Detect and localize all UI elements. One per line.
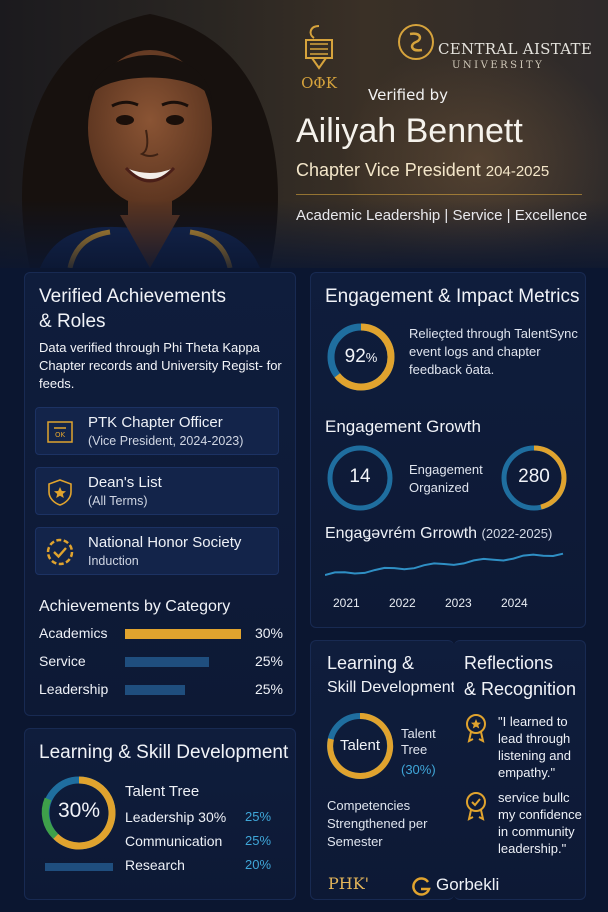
achievement-title: National Honor Society	[88, 534, 242, 551]
learning-ring	[41, 776, 116, 850]
category-bar	[125, 685, 186, 695]
achievement-item-ptk[interactable]: OK PTK Chapter Officer (Vice President, …	[35, 407, 279, 455]
skill-label: Leadership	[125, 809, 195, 825]
category-label: Academics	[39, 625, 108, 641]
hero-banner: OΦK CENTRAL AISTATE UNIVERSITY Verified …	[0, 0, 608, 268]
role-years: 204-2025	[485, 163, 550, 180]
events-ring	[327, 445, 393, 511]
university-name: CENTRAL AISTATE	[438, 40, 593, 58]
achievement-subtitle: (All Terms)	[88, 494, 148, 508]
achievement-title: PTK Chapter Officer	[88, 414, 223, 431]
skill-pct: 20%	[245, 857, 272, 872]
role-title: Chapter Vice President	[296, 160, 481, 180]
skill-pct: 25%	[245, 809, 272, 824]
participants-value: 280	[518, 466, 550, 487]
growth-series-line	[325, 552, 564, 576]
x-tick-label: 2022	[389, 596, 416, 610]
check-circle-icon	[46, 538, 74, 566]
growth-line-chart: 2021 2022 2023 2024	[325, 552, 564, 610]
achievement-subtitle: (Vice President, 2024-2023)	[88, 434, 244, 448]
ptk-logo-text: OΦK	[301, 74, 337, 92]
ptk-logo: OΦK	[296, 24, 342, 92]
participants-ring	[501, 445, 567, 511]
reflections-title2: & Recognition	[464, 679, 577, 699]
growth-chart-title: Engaǥǝvrém Grrowth	[325, 525, 478, 542]
category-bar	[125, 657, 209, 667]
footer-logo-ptk: PHK'	[328, 874, 370, 893]
talent-ring-label: Talent	[339, 737, 381, 754]
profile-role: Chapter Vice President 204-2025	[296, 160, 549, 181]
category-value-label: 25%	[254, 653, 283, 669]
talent-tree-title: Talent Tree	[125, 783, 200, 800]
learning-small-card: Learning & Skill Development Talent Tale…	[310, 640, 456, 900]
award-medal-icon	[466, 714, 486, 743]
university-subtitle: UNIVERSITY	[452, 60, 545, 71]
category-label: Leadership	[39, 681, 109, 697]
achievement-item-nhs[interactable]: National Honor Society Induction	[35, 527, 279, 575]
events-value: 14	[349, 466, 371, 487]
engagement-ring	[327, 323, 395, 391]
footer-g-icon	[412, 877, 431, 896]
hero-divider	[296, 194, 582, 195]
engagement-mid-label: Engagement Organized	[409, 462, 483, 495]
achievements-title-line2: & Roles	[39, 311, 106, 332]
ptk-crest-icon	[305, 25, 333, 70]
verified-by-label: Verified by	[368, 86, 449, 104]
engagement-card: Engagement & Impact Metrics 92% Relieçte…	[310, 272, 586, 628]
learning-small-title2: Skill Development	[327, 679, 456, 696]
category-label: Service	[39, 653, 86, 669]
achievement-item-deans-list[interactable]: Dean's List (All Terms)	[35, 467, 279, 515]
reflections-title1: Reflections	[464, 653, 554, 673]
skill-row-leadership: Leadership 30%	[125, 809, 226, 826]
reflection-quote-2: service bullc my confidence in community…	[498, 790, 582, 856]
learning-card: Learning & Skill Development 30% Talent …	[24, 728, 296, 900]
reflection-quote-1: "I learned to lead through listening and…	[498, 714, 571, 780]
learning-ring-value: 30%	[57, 799, 101, 822]
talent-side-line2: Tree	[401, 742, 428, 757]
achievements-card: Verified Achievements & Roles Data verif…	[24, 272, 296, 716]
x-tick-label: 2021	[333, 596, 360, 610]
hero-fade	[0, 200, 608, 268]
learning-small-title1: Learning &	[327, 653, 415, 673]
award-ribbon-icon	[466, 792, 486, 821]
learning-title: Learning & Skill Development	[39, 742, 289, 763]
profile-tagline: Academic Leadership | Service | Excellen…	[296, 207, 588, 224]
shield-star-icon	[48, 479, 72, 506]
category-value-label: 25%	[254, 681, 283, 697]
engagement-ring-text: Relieçted through TalentSync event logs …	[409, 326, 578, 377]
competencies-caption: Competencies Strengthened per Semester	[327, 798, 428, 849]
category-chart-title: Achievements by Category	[39, 598, 231, 615]
category-value-label: 30%	[254, 625, 283, 641]
skill-label: Communication	[125, 833, 223, 849]
x-tick-label: 2024	[501, 596, 528, 610]
ptk-badge-icon: OK	[47, 421, 73, 443]
achievements-description: Data verified through Phi Theta Kappa Ch…	[39, 340, 282, 391]
footer-logo-gorbekli: Gorbekli	[436, 875, 500, 894]
research-bar	[45, 863, 113, 871]
talent-ring	[327, 712, 394, 779]
talent-side-pct: (30%)	[401, 762, 436, 777]
talent-side-line1: Talent	[401, 726, 436, 741]
achievements-title-line1: Verified Achievements	[39, 286, 226, 307]
university-seal-icon	[398, 24, 434, 60]
growth-chart-subtitle: (2022-2025)	[481, 526, 553, 541]
engagement-title: Engagement & Impact Metrics	[325, 286, 580, 307]
skill-value: 30%	[198, 809, 227, 825]
engagement-growth-title: Engagement Growth	[325, 417, 481, 436]
svg-text:OK: OK	[55, 431, 66, 439]
reflections-card: Reflections & Recognition "I learned to …	[454, 640, 586, 900]
achievement-subtitle: Induction	[88, 554, 139, 568]
category-bar	[125, 629, 241, 639]
skill-pct: 25%	[245, 833, 272, 848]
x-tick-label: 2023	[445, 596, 472, 610]
profile-name: Ailiyah Bennett	[296, 112, 523, 150]
growth-chart-heading: Engaǥǝvrém Grrowth (2022-2025)	[325, 525, 552, 543]
engagement-ring-value: 92	[344, 346, 366, 367]
engagement-ring-label: 92%	[325, 346, 397, 368]
achievement-title: Dean's List	[88, 474, 162, 491]
skill-label: Research	[125, 857, 185, 873]
engagement-ring-unit: %	[365, 350, 378, 365]
